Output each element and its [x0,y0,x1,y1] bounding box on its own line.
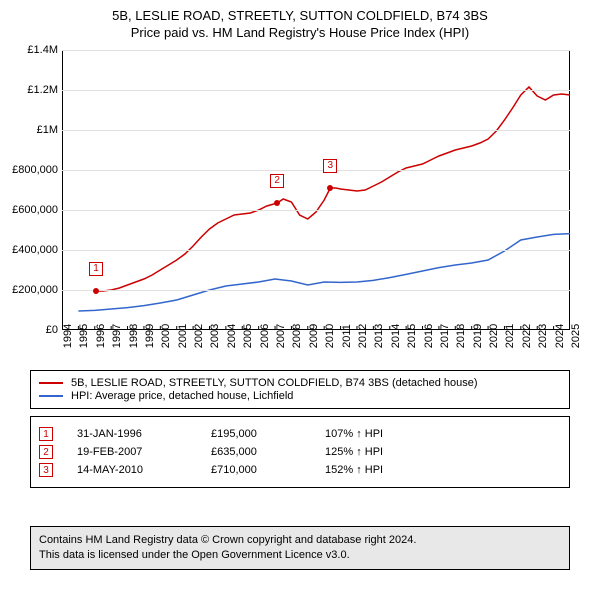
x-axis-label: 2003 [209,324,221,348]
x-axis-label: 2002 [193,324,205,348]
marker-pct: 125% ↑ HPI [325,446,435,458]
marker-price: £195,000 [211,428,301,440]
x-axis-label: 1998 [128,324,140,348]
y-axis-label: £0 [46,324,58,336]
marker-table-box: 3 [39,463,53,477]
x-axis-label: 2025 [570,324,582,348]
chart-title-2: Price paid vs. HM Land Registry's House … [0,25,600,40]
x-axis-label: 2008 [291,324,303,348]
x-axis-label: 2001 [177,324,189,348]
x-axis-label: 2010 [324,324,336,348]
y-axis-label: £200,000 [12,284,58,296]
marker-table-row: 3 14-MAY-2010 £710,000 152% ↑ HPI [39,463,561,477]
y-axis-label: £400,000 [12,244,58,256]
x-axis-label: 2005 [242,324,254,348]
x-axis-label: 2009 [308,324,320,348]
x-axis-label: 2022 [521,324,533,348]
x-axis-label: 2023 [537,324,549,348]
x-axis-label: 2014 [390,324,402,348]
footer-line-2: This data is licensed under the Open Gov… [39,548,561,563]
y-axis-label: £1M [37,124,58,136]
legend-swatch [39,395,63,397]
y-axis-label: £1.2M [27,84,58,96]
x-axis-label: 2012 [357,324,369,348]
marker-dot [274,200,280,206]
x-axis-label: 2017 [439,324,451,348]
marker-table-row: 2 19-FEB-2007 £635,000 125% ↑ HPI [39,445,561,459]
x-axis-label: 2013 [373,324,385,348]
y-axis-label: £800,000 [12,164,58,176]
gridline [62,250,570,251]
x-axis-label: 2020 [488,324,500,348]
marker-box: 1 [89,262,103,276]
marker-box: 2 [270,174,284,188]
chart-titles: 5B, LESLIE ROAD, STREETLY, SUTTON COLDFI… [0,0,600,40]
x-axis-label: 2006 [259,324,271,348]
marker-table-row: 1 31-JAN-1996 £195,000 107% ↑ HPI [39,427,561,441]
marker-dot [93,288,99,294]
marker-date: 31-JAN-1996 [77,428,187,440]
x-axis-label: 1995 [78,324,90,348]
x-axis-label: 2007 [275,324,287,348]
gridline [62,90,570,91]
marker-price: £635,000 [211,446,301,458]
legend-label: 5B, LESLIE ROAD, STREETLY, SUTTON COLDFI… [71,377,478,389]
series-line-1 [78,234,570,311]
marker-table: 1 31-JAN-1996 £195,000 107% ↑ HPI 2 19-FEB-20… [30,416,570,488]
gridline [62,50,570,51]
x-axis-label: 2015 [406,324,418,348]
legend-label: HPI: Average price, detached house, Lich… [71,390,293,402]
legend-swatch [39,382,63,384]
gridline [62,130,570,131]
marker-box: 3 [323,159,337,173]
footer-box: Contains HM Land Registry data © Crown c… [30,526,570,570]
footer-line-1: Contains HM Land Registry data © Crown c… [39,533,561,548]
gridline [62,210,570,211]
chart-title-1: 5B, LESLIE ROAD, STREETLY, SUTTON COLDFI… [0,8,600,23]
chart-container: 5B, LESLIE ROAD, STREETLY, SUTTON COLDFI… [0,0,600,590]
marker-table-box: 1 [39,427,53,441]
x-axis-label: 1997 [111,324,123,348]
x-axis-label: 2018 [455,324,467,348]
plot-area: £0£200,000£400,000£600,000£800,000£1M£1.… [62,50,570,330]
gridline [62,290,570,291]
x-axis-label: 2019 [472,324,484,348]
legend-box: 5B, LESLIE ROAD, STREETLY, SUTTON COLDFI… [30,370,570,409]
x-axis-label: 2021 [504,324,516,348]
x-axis-label: 1994 [62,324,74,348]
legend-item: HPI: Average price, detached house, Lich… [39,390,561,402]
marker-pct: 152% ↑ HPI [325,464,435,476]
marker-date: 19-FEB-2007 [77,446,187,458]
x-axis-label: 1996 [95,324,107,348]
y-axis-label: £600,000 [12,204,58,216]
x-axis-label: 2004 [226,324,238,348]
plot-svg [62,50,570,330]
x-axis-label: 2024 [554,324,566,348]
x-axis-label: 1999 [144,324,156,348]
marker-dot [327,185,333,191]
x-axis-label: 2000 [160,324,172,348]
gridline [62,170,570,171]
marker-price: £710,000 [211,464,301,476]
x-axis-label: 2016 [423,324,435,348]
y-axis-label: £1.4M [27,44,58,56]
marker-pct: 107% ↑ HPI [325,428,435,440]
marker-date: 14-MAY-2010 [77,464,187,476]
marker-table-box: 2 [39,445,53,459]
legend-item: 5B, LESLIE ROAD, STREETLY, SUTTON COLDFI… [39,377,561,389]
x-axis-label: 2011 [341,324,353,348]
